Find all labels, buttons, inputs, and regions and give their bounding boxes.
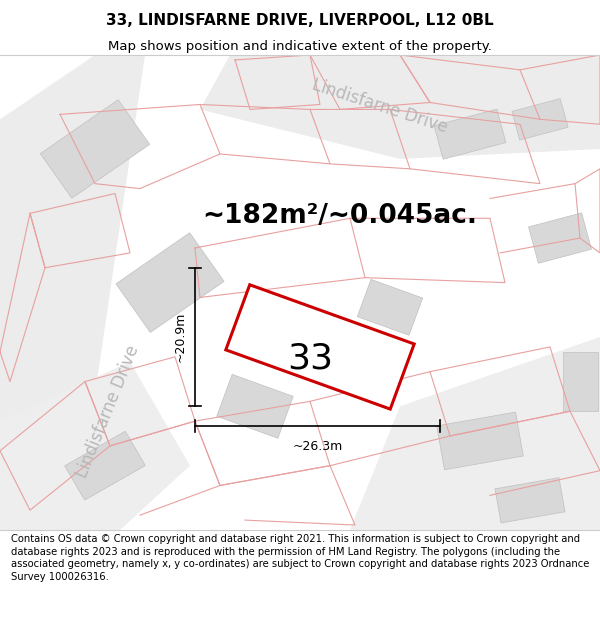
Text: 33, LINDISFARNE DRIVE, LIVERPOOL, L12 0BL: 33, LINDISFARNE DRIVE, LIVERPOOL, L12 0B… bbox=[106, 13, 494, 28]
Polygon shape bbox=[434, 109, 506, 159]
Polygon shape bbox=[40, 100, 149, 198]
Polygon shape bbox=[512, 99, 568, 140]
Polygon shape bbox=[0, 362, 190, 530]
Text: ~26.3m: ~26.3m bbox=[292, 440, 343, 453]
Polygon shape bbox=[200, 55, 600, 159]
Polygon shape bbox=[495, 478, 565, 523]
Polygon shape bbox=[358, 279, 422, 335]
Polygon shape bbox=[350, 337, 600, 530]
Text: Lindisfarne Drive: Lindisfarne Drive bbox=[310, 76, 450, 137]
Polygon shape bbox=[529, 213, 592, 263]
Polygon shape bbox=[437, 412, 523, 470]
Polygon shape bbox=[65, 431, 145, 500]
Text: ~182m²/~0.045ac.: ~182m²/~0.045ac. bbox=[203, 203, 478, 229]
Text: Lindisfarne Drive: Lindisfarne Drive bbox=[73, 342, 143, 480]
Text: 33: 33 bbox=[287, 342, 333, 376]
Polygon shape bbox=[116, 232, 224, 332]
Polygon shape bbox=[563, 352, 598, 411]
Polygon shape bbox=[217, 374, 293, 438]
Text: ~20.9m: ~20.9m bbox=[174, 312, 187, 362]
Text: Map shows position and indicative extent of the property.: Map shows position and indicative extent… bbox=[108, 39, 492, 52]
Text: Contains OS data © Crown copyright and database right 2021. This information is : Contains OS data © Crown copyright and d… bbox=[11, 534, 589, 582]
Polygon shape bbox=[226, 285, 414, 409]
Polygon shape bbox=[0, 55, 145, 530]
